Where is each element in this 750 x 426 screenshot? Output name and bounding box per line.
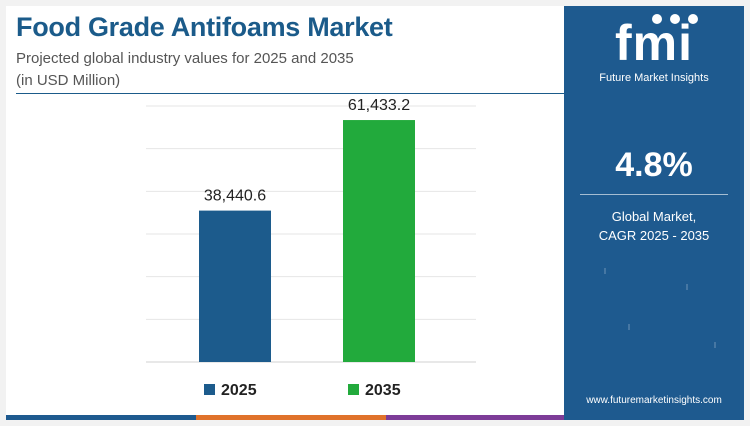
bottom-accent-blue [6, 415, 196, 420]
cagr-line-1: Global Market, [611, 209, 697, 224]
subtitle-text: Projected global industry values for 202… [16, 50, 354, 67]
decor-speck [714, 342, 716, 348]
bar-chart: 38,440.6 61,433.2 2025 2035 [146, 97, 476, 399]
bar-2035 [343, 120, 415, 363]
side-panel: fmi Future Market Insights 4.8% Global M… [564, 6, 744, 420]
chart-subtitle: Projected global industry values for 202… [16, 48, 416, 92]
panel-divider [580, 194, 728, 195]
fmi-logo: fmi [615, 15, 693, 71]
bottom-accent-purple [386, 415, 564, 420]
chart-gridlines [146, 105, 476, 363]
legend-swatch-2025 [204, 384, 215, 395]
website-url: www.futuremarketinsights.com [586, 395, 722, 406]
cagr-line-2: CAGR 2025 - 2035 [598, 228, 710, 243]
decor-speck [604, 268, 606, 274]
chart-legend: 2025 2035 [204, 382, 401, 399]
value-label-2025: 38,440.6 [204, 188, 266, 205]
legend-label-2035: 2035 [365, 382, 401, 399]
chart-value-labels: 38,440.6 61,433.2 [204, 97, 410, 205]
value-label-2035: 61,433.2 [348, 97, 410, 114]
chart-title: Food Grade Antifoams Market [16, 12, 393, 42]
legend-swatch-2035 [348, 384, 359, 395]
legend-label-2025: 2025 [221, 382, 257, 399]
logo-icons [652, 14, 698, 24]
cagr-value: 4.8% [615, 146, 693, 184]
header-divider [16, 93, 568, 94]
chart-bars [199, 120, 415, 363]
target-icon [670, 14, 680, 24]
bar-2025 [199, 210, 271, 362]
person-icon [688, 14, 698, 24]
decor-speck [686, 284, 688, 290]
unit-text: (in USD Million) [16, 72, 121, 89]
logo-subtitle: Future Market Insights [599, 72, 709, 84]
globe-icon [652, 14, 662, 24]
decor-speck [628, 324, 630, 330]
bottom-accent-orange [196, 415, 386, 420]
cagr-description: Global Market, CAGR 2025 - 2035 [564, 207, 744, 245]
